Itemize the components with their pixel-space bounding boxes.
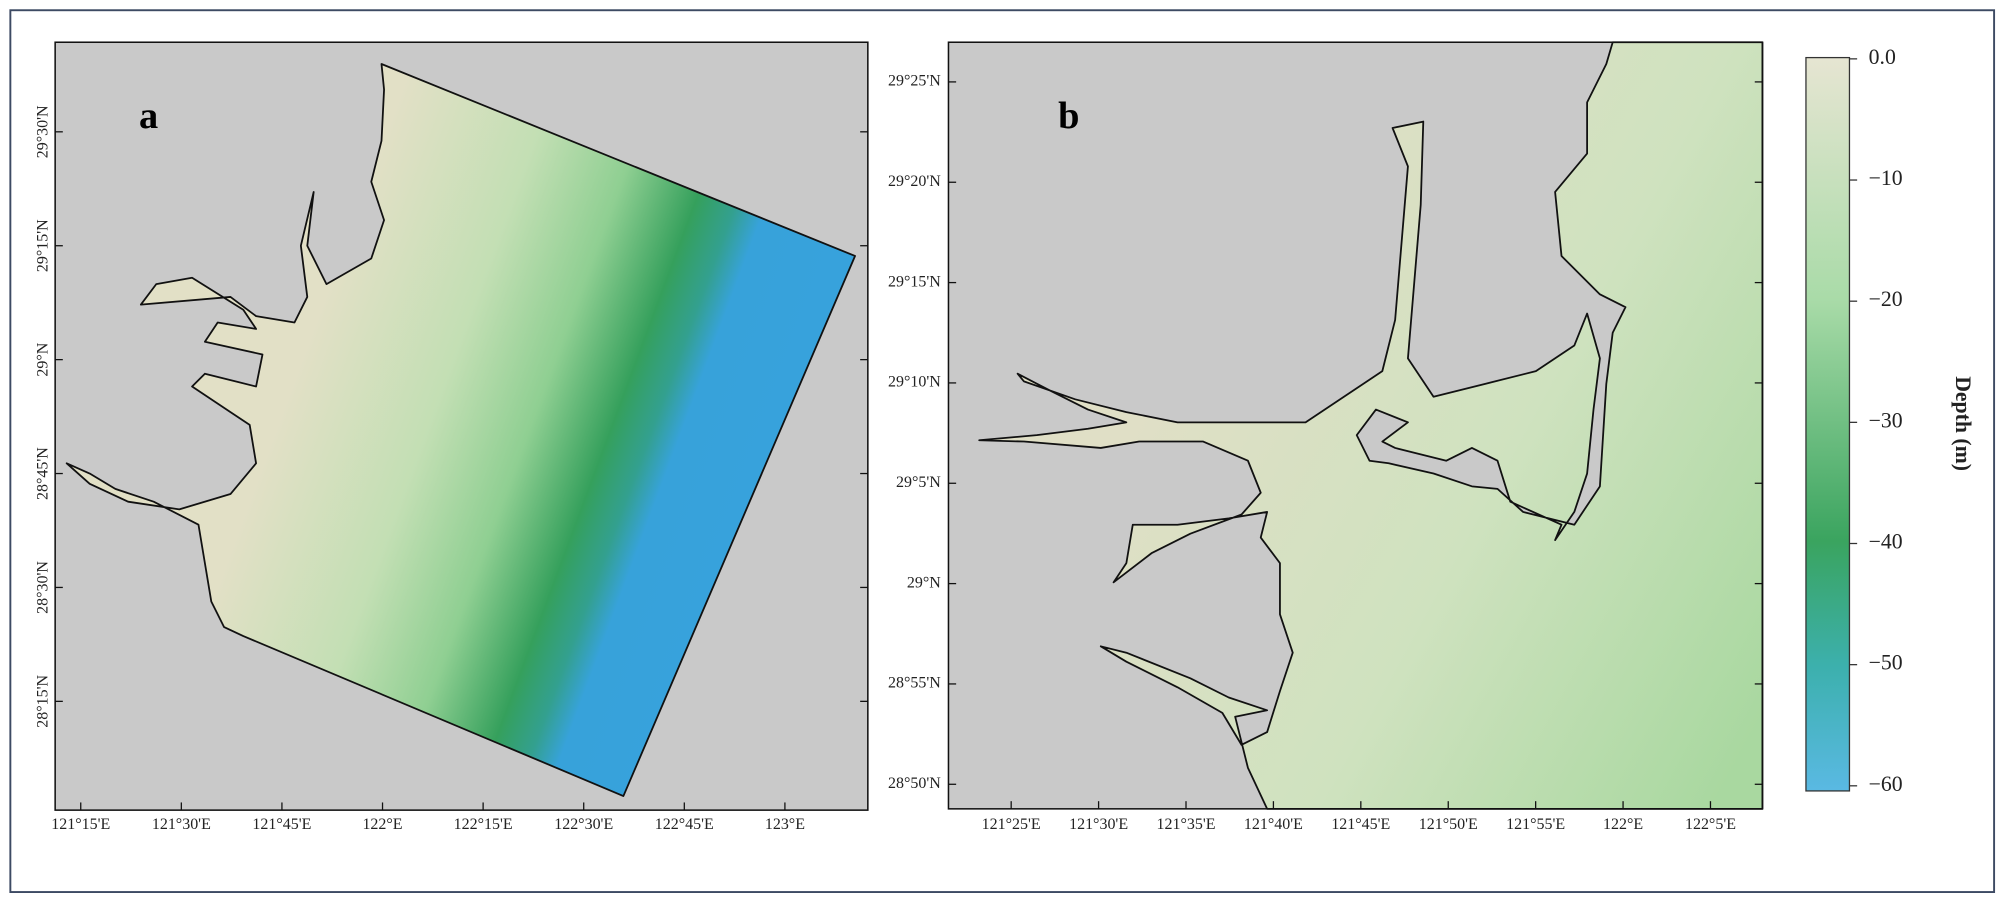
y-tick-label: 29°30'N — [34, 105, 51, 158]
y-tick-label: 28°55'N — [888, 675, 941, 692]
panel-label: a — [139, 95, 158, 137]
y-tick-label: 29°25'N — [888, 73, 941, 90]
y-tick-label: 29°N — [34, 342, 51, 376]
x-tick-label: 123°E — [765, 816, 805, 833]
x-tick-label: 121°15'E — [51, 816, 110, 833]
y-tick-label: 29°15'N — [34, 219, 51, 272]
panel-label: b — [1058, 95, 1079, 137]
colorbar-tick-label: −50 — [1869, 651, 1903, 675]
x-tick-label: 121°50'E — [1419, 816, 1478, 833]
x-tick-label: 122°45'E — [655, 816, 714, 833]
colorbar-tick-label: −60 — [1869, 772, 1903, 796]
y-tick-label: 28°30'N — [34, 561, 51, 614]
x-tick-label: 121°45'E — [252, 816, 311, 833]
figure-border — [9, 9, 1996, 894]
map-frame — [54, 41, 869, 811]
x-tick-label: 121°35'E — [1157, 816, 1216, 833]
y-tick-label: 28°15'N — [34, 675, 51, 728]
y-tick-label: 28°45'N — [34, 447, 51, 500]
x-tick-label: 121°45'E — [1331, 816, 1390, 833]
sea-area — [65, 63, 856, 797]
x-tick-label: 122°5'E — [1685, 816, 1736, 833]
y-tick-label: 28°50'N — [888, 775, 941, 792]
colorbar-tick-label: −10 — [1869, 166, 1903, 190]
y-tick-label: 29°20'N — [888, 173, 941, 190]
x-tick-label: 121°30'E — [1069, 816, 1128, 833]
x-tick-label: 122°E — [1603, 816, 1643, 833]
y-tick-label: 29°10'N — [888, 374, 941, 391]
y-tick-label: 29°N — [907, 574, 941, 591]
colorbar-tick-label: −30 — [1869, 408, 1903, 432]
colorbar-title: Depth (m) — [1951, 376, 1975, 471]
colorbar-tick-label: −20 — [1869, 287, 1903, 311]
x-tick-label: 122°15'E — [454, 816, 513, 833]
y-tick-label: 29°5'N — [896, 474, 941, 491]
x-tick-label: 121°30'E — [152, 816, 211, 833]
x-tick-label: 121°55'E — [1506, 816, 1565, 833]
colorbar-tick-label: −40 — [1869, 529, 1903, 553]
map-frame — [947, 41, 1764, 810]
x-tick-label: 121°40'E — [1244, 816, 1303, 833]
sea-area — [978, 41, 1764, 810]
x-tick-label: 122°30'E — [554, 816, 613, 833]
x-tick-label: 122°E — [362, 816, 402, 833]
x-tick-label: 121°25'E — [982, 816, 1041, 833]
colorbar — [1805, 56, 1851, 792]
y-tick-label: 29°15'N — [888, 273, 941, 290]
colorbar-tick-label: 0.0 — [1869, 45, 1896, 69]
